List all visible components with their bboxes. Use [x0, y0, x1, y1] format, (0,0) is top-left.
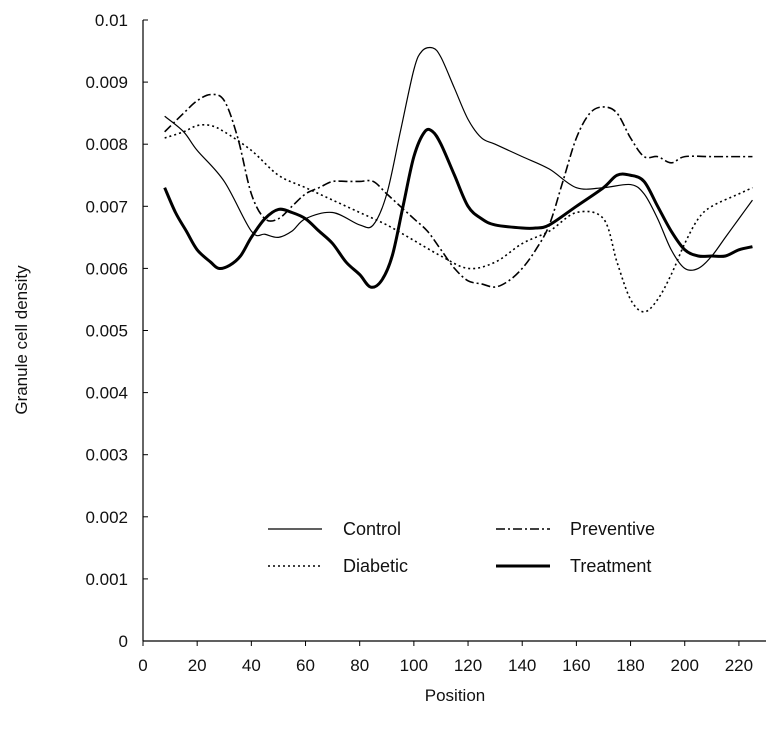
tick-labels: 0 0.001 0.002 0.003 0.004 0.005 0.006 0.007 0.00… — [85, 11, 753, 675]
x-tick-label: 20 — [188, 656, 207, 675]
legend: Control Diabetic Preventive Treatment — [268, 519, 655, 576]
x-tick-label: 200 — [671, 656, 699, 675]
x-tick-label: 120 — [454, 656, 482, 675]
series-line-control — [164, 46, 753, 271]
y-tick-label: 0 — [119, 632, 128, 651]
y-tick-label: 0.003 — [85, 446, 128, 465]
y-tick-label: 0.001 — [85, 570, 128, 589]
series-line-diabetic — [164, 123, 753, 313]
y-tick-label: 0.007 — [85, 197, 128, 216]
x-tick-label: 220 — [725, 656, 753, 675]
x-tick-label: 80 — [350, 656, 369, 675]
y-tick-label: 0.009 — [85, 73, 128, 92]
axes — [142, 20, 766, 642]
x-tick-label: 160 — [562, 656, 590, 675]
legend-label-diabetic: Diabetic — [343, 556, 408, 576]
legend-label-control: Control — [343, 519, 401, 539]
x-tick-label: 60 — [296, 656, 315, 675]
y-tick-label: 0.01 — [95, 11, 128, 30]
x-tick-label: 100 — [400, 656, 428, 675]
series-group — [163, 46, 753, 313]
series-line-preventive — [164, 93, 753, 288]
y-tick-label: 0.005 — [85, 322, 128, 341]
y-tick-label: 0.008 — [85, 135, 128, 154]
x-tick-label: 40 — [242, 656, 261, 675]
x-tick-label: 180 — [616, 656, 644, 675]
ticks — [142, 19, 740, 646]
y-tick-label: 0.006 — [85, 259, 128, 278]
x-tick-label: 140 — [508, 656, 536, 675]
y-axis-title: Granule cell density — [12, 265, 31, 415]
y-tick-label: 0.002 — [85, 508, 128, 527]
x-axis-title: Position — [425, 686, 485, 705]
legend-label-treatment: Treatment — [570, 556, 651, 576]
y-tick-label: 0.004 — [85, 384, 128, 403]
series-line-treatment — [163, 127, 753, 289]
legend-label-preventive: Preventive — [570, 519, 655, 539]
x-tick-label: 0 — [138, 656, 147, 675]
